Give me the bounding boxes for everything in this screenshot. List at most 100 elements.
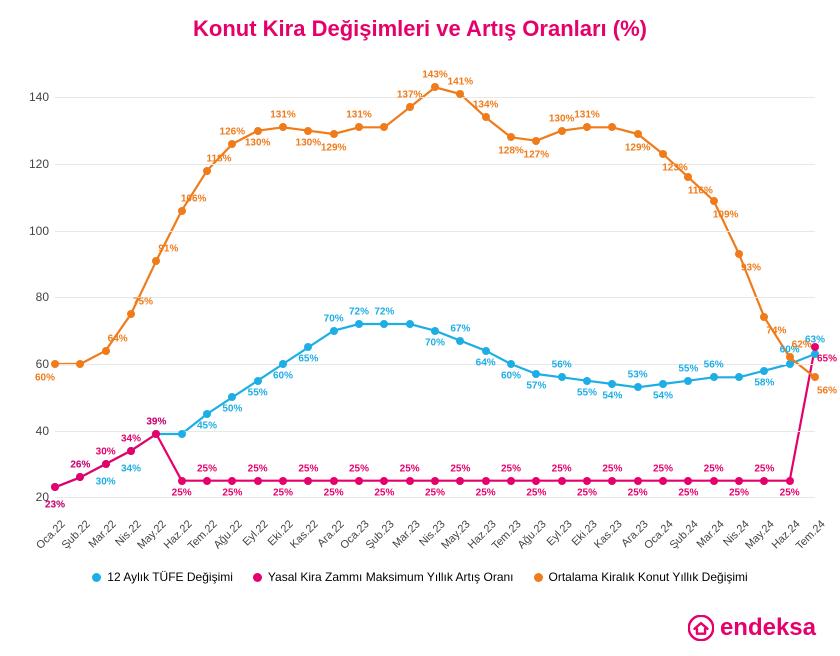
- data-point: [152, 430, 160, 438]
- data-label: 116%: [688, 186, 713, 197]
- data-point: [760, 313, 768, 321]
- data-point: [431, 327, 439, 335]
- data-point: [330, 477, 338, 485]
- data-point: [583, 477, 591, 485]
- data-label: 93%: [741, 263, 761, 274]
- data-label: 26%: [70, 460, 90, 471]
- data-label: 129%: [321, 143, 347, 154]
- data-point: [634, 130, 642, 138]
- data-label: 64%: [476, 357, 496, 368]
- legend-label: Yasal Kira Zammı Maksimum Yıllık Artış O…: [268, 570, 514, 584]
- data-point: [456, 477, 464, 485]
- grid-line: [55, 297, 815, 298]
- legend-swatch: [253, 573, 262, 582]
- data-point: [710, 477, 718, 485]
- legend-swatch: [534, 573, 543, 582]
- data-point: [178, 430, 186, 438]
- data-label: 25%: [450, 463, 470, 474]
- data-point: [786, 353, 794, 361]
- data-point: [786, 477, 794, 485]
- data-label: 25%: [552, 463, 572, 474]
- data-label: 126%: [220, 127, 246, 138]
- brand-name: endeksa: [720, 614, 816, 642]
- data-point: [634, 383, 642, 391]
- data-point: [558, 373, 566, 381]
- data-label: 55%: [678, 363, 698, 374]
- data-label: 118%: [206, 153, 231, 164]
- data-label: 25%: [400, 463, 420, 474]
- data-label: 56%: [552, 360, 572, 371]
- data-label: 25%: [273, 487, 293, 498]
- data-point: [760, 367, 768, 375]
- data-label: 58%: [754, 377, 774, 388]
- data-label: 25%: [704, 463, 724, 474]
- data-point: [431, 83, 439, 91]
- data-label: 67%: [450, 323, 470, 334]
- data-point: [304, 477, 312, 485]
- data-label: 54%: [602, 391, 622, 402]
- data-label: 39%: [146, 417, 166, 428]
- data-point: [507, 477, 515, 485]
- data-point: [583, 377, 591, 385]
- data-label: 30%: [96, 477, 116, 488]
- data-label: 129%: [625, 143, 651, 154]
- chart-title: Konut Kira Değişimleri ve Artış Oranları…: [0, 16, 840, 42]
- data-point: [710, 373, 718, 381]
- data-label: 128%: [498, 146, 524, 157]
- data-point: [254, 477, 262, 485]
- data-label: 25%: [729, 487, 749, 498]
- data-point: [456, 90, 464, 98]
- data-label: 56%: [817, 386, 837, 397]
- data-label: 141%: [448, 77, 474, 88]
- data-label: 23%: [45, 500, 65, 511]
- data-label: 53%: [628, 370, 648, 381]
- legend-label: Ortalama Kiralık Konut Yıllık Değişimi: [549, 570, 748, 584]
- data-point: [456, 337, 464, 345]
- data-point: [102, 460, 110, 468]
- data-point: [659, 150, 667, 158]
- data-label: 60%: [273, 371, 293, 382]
- data-label: 55%: [248, 387, 268, 398]
- data-label: 25%: [628, 487, 648, 498]
- data-label: 30%: [96, 447, 116, 458]
- data-point: [811, 343, 819, 351]
- data-label: 25%: [197, 463, 217, 474]
- data-point: [102, 347, 110, 355]
- grid-line: [55, 431, 815, 432]
- data-label: 25%: [678, 487, 698, 498]
- data-label: 25%: [374, 487, 394, 498]
- data-point: [228, 477, 236, 485]
- data-label: 34%: [121, 463, 141, 474]
- legend-item: 12 Aylık TÜFE Değişimi: [92, 570, 233, 584]
- data-point: [482, 113, 490, 121]
- data-label: 25%: [501, 463, 521, 474]
- data-label: 137%: [397, 90, 423, 101]
- data-point: [406, 477, 414, 485]
- house-icon: [688, 615, 714, 641]
- data-point: [406, 320, 414, 328]
- data-point: [76, 360, 84, 368]
- data-label: 50%: [222, 404, 242, 415]
- data-point: [684, 477, 692, 485]
- data-label: 130%: [245, 137, 271, 148]
- data-label: 109%: [713, 209, 739, 220]
- series-lines-svg: [55, 64, 815, 514]
- data-label: 72%: [374, 307, 394, 318]
- data-point: [507, 133, 515, 141]
- data-point: [355, 477, 363, 485]
- chart-container: Konut Kira Değişimleri ve Artış Oranları…: [0, 0, 840, 656]
- plot-area: 20406080100120140Oca.22Şub.22Mar.22Nis.2…: [55, 64, 815, 514]
- data-point: [532, 137, 540, 145]
- data-label: 60%: [501, 371, 521, 382]
- data-point: [608, 380, 616, 388]
- series-line: [55, 324, 815, 487]
- data-label: 55%: [577, 387, 597, 398]
- data-label: 60%: [35, 373, 55, 384]
- legend-item: Ortalama Kiralık Konut Yıllık Değişimi: [534, 570, 748, 584]
- data-point: [380, 123, 388, 131]
- data-label: 25%: [248, 463, 268, 474]
- data-point: [760, 477, 768, 485]
- data-label: 127%: [524, 149, 550, 160]
- data-label: 70%: [324, 313, 344, 324]
- data-label: 91%: [158, 243, 178, 254]
